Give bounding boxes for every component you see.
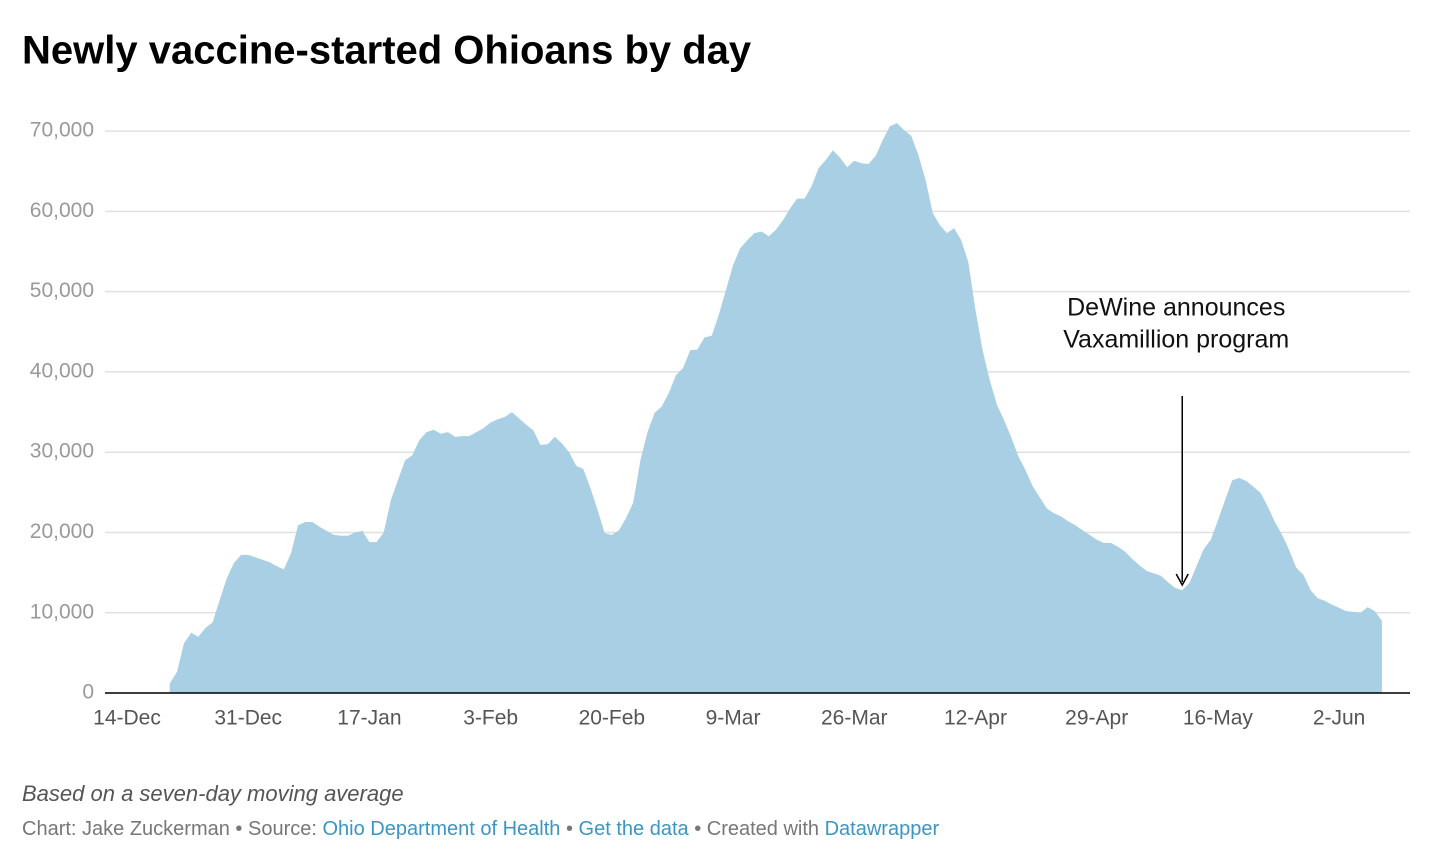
y-tick-label: 70,000 [30, 119, 94, 142]
x-tick-label: 29-Apr [1065, 707, 1128, 730]
x-tick-label: 14-Dec [93, 707, 161, 730]
x-tick-label: 16-May [1183, 707, 1254, 730]
source-link[interactable]: Ohio Department of Health [322, 818, 561, 840]
annotation-text: DeWine announces [1067, 294, 1285, 322]
notes: Based on a seven-day moving average [22, 781, 404, 806]
y-tick-label: 30,000 [30, 440, 94, 463]
x-tick-label: 9-Mar [706, 707, 761, 730]
y-tick-label: 20,000 [30, 520, 94, 543]
area [169, 123, 1382, 694]
annotation-text: Vaxamillion program [1063, 326, 1289, 354]
x-tick-label: 31-Dec [214, 707, 282, 730]
x-tick-label: 2-Jun [1313, 707, 1366, 730]
separator: • [235, 818, 243, 840]
source-label: Source: [248, 818, 317, 840]
x-tick-label: 3-Feb [463, 707, 518, 730]
y-tick-label: 60,000 [30, 199, 94, 222]
y-tick-label: 0 [82, 681, 94, 704]
chart: Newly vaccine-started Ohioans by day 0 10… [22, 29, 1410, 730]
data-link[interactable]: Get the data [578, 818, 689, 840]
x-tick-label: 12-Apr [944, 707, 1007, 730]
arrow-head [1175, 573, 1189, 587]
created-with: Created with [706, 818, 820, 840]
x-tick-label: 20-Feb [579, 707, 646, 730]
y-tick-label: 10,000 [30, 600, 94, 623]
x-tick-label: 17-Jan [337, 707, 401, 730]
chart-title: Newly vaccine-started Ohioans by day [22, 29, 752, 73]
byline: Chart: Jake Zuckerman [22, 818, 230, 840]
y-tick-label: 40,000 [30, 359, 94, 382]
tool-link[interactable]: Datawrapper [824, 818, 940, 840]
x-tick-label: 26-Mar [821, 707, 888, 730]
footer: Chart: Jake Zuckerman • Source: Ohio Dep… [22, 818, 939, 841]
separator: • [694, 818, 702, 840]
y-tick-label: 50,000 [30, 279, 94, 302]
separator: • [565, 818, 573, 840]
